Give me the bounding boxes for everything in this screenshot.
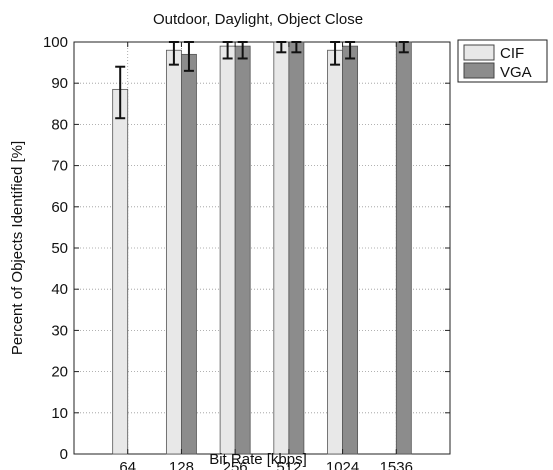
error-bar-vga-1536	[398, 41, 409, 54]
x-tick-label: 64	[119, 459, 136, 470]
x-axis-label: Bit Rate [kbps]	[209, 451, 307, 468]
bar-vga-256	[234, 45, 251, 455]
bar-vga-1024	[342, 45, 359, 455]
error-bar-cif-64	[115, 65, 126, 120]
y-tick-label: 40	[51, 281, 68, 298]
x-tick-label: 1536	[380, 459, 413, 470]
y-tick-label: 0	[60, 446, 68, 463]
error-bar-vga-128	[183, 41, 194, 72]
y-tick-label: 30	[51, 322, 68, 339]
bar-vga-1536	[395, 41, 412, 455]
x-tick-label: 128	[169, 459, 194, 470]
legend-swatch-vga	[463, 62, 495, 79]
x-tick-label: 512	[276, 459, 301, 470]
y-tick-label: 80	[51, 116, 68, 133]
legend: CIF VGA	[457, 39, 548, 83]
bar-cif-256	[219, 45, 236, 455]
legend-swatch-cif	[463, 44, 495, 61]
y-tick-label: 100	[43, 34, 68, 51]
error-bar-cif-1024	[330, 41, 341, 66]
error-bar-vga-256	[237, 41, 248, 60]
legend-label-cif: CIF	[500, 45, 524, 62]
bar-vga-128	[181, 53, 197, 455]
y-tick-label: 90	[51, 75, 68, 92]
error-bars	[115, 41, 409, 120]
y-tick-label: 50	[51, 240, 68, 257]
y-tick-label: 70	[51, 158, 68, 175]
error-bar-vga-512	[291, 41, 302, 54]
y-tick-label: 60	[51, 199, 68, 216]
y-tick-label: 20	[51, 364, 68, 381]
x-axis-ticks: 64 128 256 512 1024 1536	[119, 42, 413, 470]
x-tick-label: 256	[223, 459, 248, 470]
bar-cif-512	[273, 41, 290, 455]
bars	[112, 41, 412, 455]
error-bar-cif-512	[276, 41, 287, 54]
chart-title: Outdoor, Daylight, Object Close	[153, 11, 363, 28]
bar-cif-64	[112, 88, 129, 455]
bar-vga-512	[288, 41, 305, 455]
error-bar-cif-256	[222, 41, 233, 60]
x-tick-label: 1024	[326, 459, 359, 470]
error-bar-vga-1024	[345, 41, 356, 60]
y-tick-label: 10	[51, 405, 68, 422]
bar-cif-1024	[327, 49, 343, 455]
y-axis-ticks: 0 10 20 30 40 50 60 70 80 90 100	[43, 34, 450, 463]
y-axis-label: Percent of Objects Identified [%]	[9, 141, 26, 355]
error-bar-cif-128	[168, 41, 179, 66]
legend-label-vga: VGA	[500, 64, 532, 81]
bar-cif-128	[165, 49, 182, 455]
